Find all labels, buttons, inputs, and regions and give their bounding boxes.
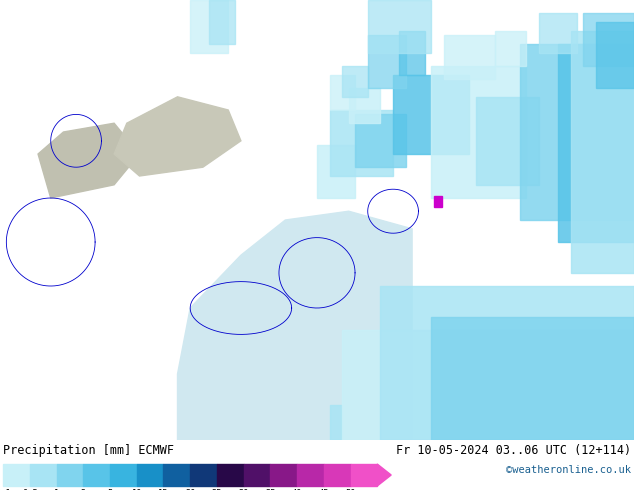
Bar bbox=[431, 317, 634, 440]
Text: 40: 40 bbox=[292, 489, 302, 490]
Text: ©weatheronline.co.uk: ©weatheronline.co.uk bbox=[506, 465, 631, 475]
Bar bbox=[243, 464, 270, 486]
Text: 5: 5 bbox=[107, 489, 113, 490]
Bar bbox=[571, 31, 634, 273]
Bar bbox=[190, 464, 217, 486]
Bar bbox=[495, 31, 526, 66]
Text: 2: 2 bbox=[81, 489, 86, 490]
Bar bbox=[399, 31, 425, 75]
Bar bbox=[330, 110, 393, 176]
Bar bbox=[368, 35, 406, 88]
Bar bbox=[164, 464, 190, 486]
Text: 30: 30 bbox=[238, 489, 249, 490]
Bar bbox=[209, 0, 235, 44]
Bar bbox=[110, 464, 137, 486]
Bar bbox=[217, 464, 243, 486]
Bar bbox=[330, 75, 355, 110]
Polygon shape bbox=[377, 464, 391, 486]
Text: 1: 1 bbox=[54, 489, 59, 490]
Bar bbox=[330, 405, 342, 440]
Bar bbox=[30, 464, 56, 486]
Text: 0.5: 0.5 bbox=[22, 489, 38, 490]
Polygon shape bbox=[38, 123, 139, 198]
Polygon shape bbox=[178, 211, 412, 440]
Bar bbox=[83, 464, 110, 486]
Bar bbox=[342, 66, 368, 97]
Bar bbox=[190, 0, 228, 53]
Bar bbox=[431, 66, 526, 198]
Bar bbox=[393, 75, 469, 154]
Bar bbox=[380, 286, 634, 440]
Polygon shape bbox=[114, 97, 241, 176]
Bar bbox=[137, 464, 164, 486]
Bar bbox=[520, 44, 634, 220]
Bar bbox=[583, 13, 634, 66]
Bar bbox=[596, 22, 634, 88]
Bar bbox=[434, 196, 442, 207]
Text: Precipitation [mm] ECMWF: Precipitation [mm] ECMWF bbox=[3, 444, 174, 457]
Text: Fr 10-05-2024 03..06 UTC (12+114): Fr 10-05-2024 03..06 UTC (12+114) bbox=[396, 444, 631, 457]
Text: 50: 50 bbox=[346, 489, 356, 490]
Bar bbox=[317, 145, 355, 198]
Bar bbox=[56, 464, 83, 486]
Bar bbox=[355, 114, 406, 167]
Bar bbox=[324, 464, 351, 486]
Text: 25: 25 bbox=[212, 489, 222, 490]
Text: 0.1: 0.1 bbox=[0, 489, 11, 490]
Text: 35: 35 bbox=[265, 489, 276, 490]
Bar bbox=[351, 464, 377, 486]
Bar bbox=[297, 464, 324, 486]
Bar bbox=[3, 464, 30, 486]
Bar bbox=[270, 464, 297, 486]
Text: 10: 10 bbox=[131, 489, 142, 490]
Bar bbox=[368, 0, 431, 53]
Bar bbox=[342, 330, 634, 440]
Bar bbox=[444, 35, 495, 79]
Bar bbox=[349, 88, 380, 123]
Bar bbox=[476, 97, 539, 185]
Text: 45: 45 bbox=[318, 489, 329, 490]
Bar bbox=[558, 44, 634, 242]
Text: 20: 20 bbox=[185, 489, 195, 490]
Text: 15: 15 bbox=[158, 489, 169, 490]
Bar bbox=[539, 13, 577, 53]
